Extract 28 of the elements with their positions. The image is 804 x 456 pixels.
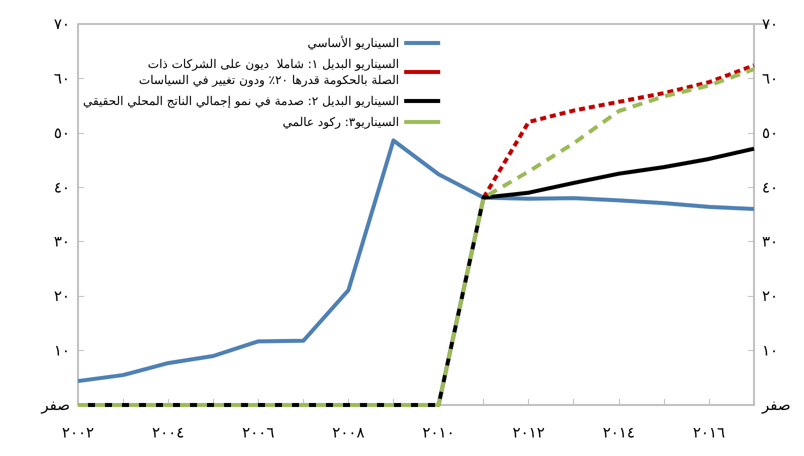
y-tick-label: ٣٠ — [54, 232, 70, 251]
x-tick-label: ٢٠١٢ — [512, 424, 545, 442]
x-tick-label: ٢٠١٤ — [602, 424, 635, 442]
legend-label: السيناريو البديل ٢: صدمة في نمو إجمالي الناتج المحلي الحقيقي — [82, 94, 400, 108]
legend-label: السيناريو البديل ١: شاملا ديون على الشركات ذات الصلة بالحكومة قدرها ٢٠٪ ودون تغيير في السياسات — [138, 57, 400, 87]
y2-tick-label: ٢٠ — [762, 287, 778, 306]
x-tick-label: ٢٠١٠ — [422, 424, 455, 442]
y2-tick-label: ٧٠ — [762, 15, 778, 33]
y2-tick-label: ٥٠ — [762, 124, 778, 142]
y-tick-label: ٢٠ — [54, 287, 70, 306]
y2-tick-label: ٣٠ — [762, 232, 778, 251]
y-tick-label: صفر — [40, 396, 70, 414]
x-tick-label: ٢٠٠٢ — [62, 424, 94, 442]
y-tick-label: ٧٠ — [54, 15, 70, 33]
x-tick-label: ٢٠١٦ — [692, 424, 726, 442]
y2-tick-label: ١٠ — [762, 342, 778, 360]
x-tick-label: ٢٠٠٦ — [242, 424, 274, 442]
x-tick-label: ٢٠٠٨ — [332, 424, 365, 442]
y2-tick-label: ٤٠ — [762, 178, 778, 196]
legend-label: السيناريو الأساسي — [307, 35, 400, 50]
y-tick-label: ٥٠ — [54, 124, 70, 142]
y-tick-label: ١٠ — [54, 342, 70, 360]
y-tick-label: ٤٠ — [54, 178, 70, 196]
y-tick-label: ٦٠ — [54, 69, 70, 88]
y2-tick-label: ٦٠ — [762, 69, 778, 88]
y2-tick-label: صفر — [761, 396, 791, 414]
x-tick-label: ٢٠٠٤ — [152, 424, 184, 442]
legend-label: السيناريو٣: ركود عالمي — [282, 115, 400, 129]
